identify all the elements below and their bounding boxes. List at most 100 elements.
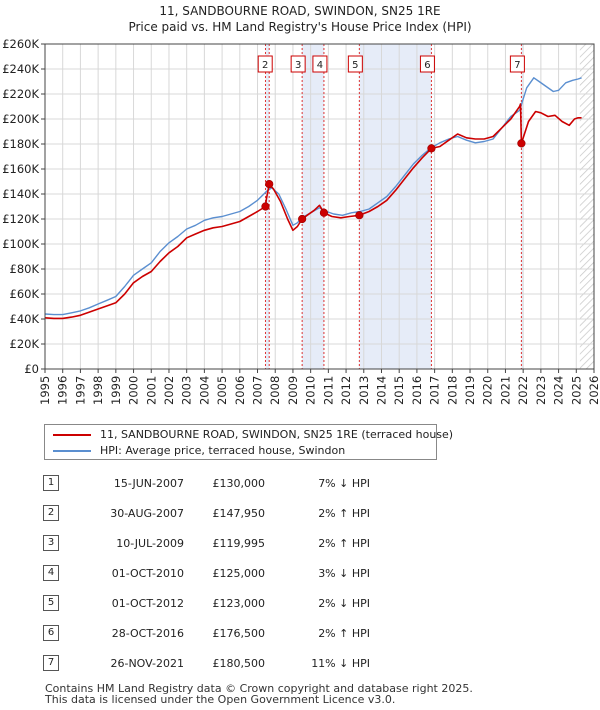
sale-price: £123,000 (212, 597, 266, 610)
sale-number: 5 (43, 595, 59, 611)
x-tick-label: 2021 (498, 376, 512, 405)
sale-date: 10-JUL-2009 (116, 537, 184, 550)
y-tick-label: £240K (2, 62, 39, 76)
sale-date: 15-JUN-2007 (113, 477, 184, 490)
x-tick-label: 2009 (286, 376, 300, 405)
sale-price: £125,000 (212, 567, 266, 580)
sales-row: 2 30-AUG-2007 £147,950 2% ↑ HPI (0, 504, 600, 524)
shaded-period-2 (302, 44, 324, 369)
chart-label-3: 3 (295, 60, 301, 71)
sale-date: 26-NOV-2021 (110, 657, 184, 670)
y-tick-label: £140K (2, 187, 39, 201)
footer-licence: This data is licensed under the Open Gov… (45, 693, 396, 706)
chart-title-line1: 11, SANDBOURNE ROAD, SWINDON, SN25 1RE (159, 4, 441, 18)
chart-label-5: 5 (352, 60, 358, 71)
property-price-line (44, 103, 582, 320)
chart-label-box-7 (509, 55, 525, 73)
sale-hpi-change: 2% ↑ HPI (318, 507, 370, 520)
x-tick-label: 2019 (463, 376, 477, 405)
y-tick-label: £80K (10, 262, 40, 276)
sale-number: 7 (43, 655, 59, 671)
sales-row: 4 01-OCT-2010 £125,000 3% ↓ HPI (0, 564, 600, 584)
x-tick-label: 1998 (91, 376, 105, 405)
x-tick-label: 2015 (392, 376, 406, 405)
x-tick-label: 2011 (321, 376, 335, 405)
legend-line-hpi (53, 450, 91, 452)
x-tick-label: 2016 (410, 376, 424, 405)
y-tick-label: £60K (10, 287, 40, 301)
sales-row: 5 01-OCT-2012 £123,000 2% ↓ HPI (0, 594, 600, 614)
chart-title-line2: Price paid vs. HM Land Registry's House … (128, 20, 472, 34)
chart-label-7: 7 (514, 60, 520, 71)
chart-label-box-2 (257, 55, 273, 73)
legend-label-hpi: HPI: Average price, terraced house, Swin… (100, 444, 346, 457)
sale-date: 01-OCT-2012 (111, 597, 184, 610)
x-tick-label: 2002 (162, 376, 176, 405)
x-tick-label: 2001 (144, 376, 158, 405)
chart-label-box-5 (347, 55, 363, 73)
y-tick-label: £160K (2, 162, 39, 176)
x-tick-label: 2013 (357, 376, 371, 405)
shaded-period-3 (359, 44, 432, 369)
x-tick-label: 2024 (552, 376, 566, 405)
sales-row: 3 10-JUL-2009 £119,995 2% ↑ HPI (0, 534, 600, 554)
sale-number: 3 (43, 535, 59, 551)
sale-number: 1 (43, 475, 59, 491)
sale-number: 6 (43, 625, 59, 641)
sale-number: 2 (43, 505, 59, 521)
x-tick-label: 1995 (38, 376, 52, 405)
y-tick-label: £220K (2, 87, 39, 101)
x-tick-label: 2022 (516, 376, 530, 405)
sales-row: 1 15-JUN-2007 £130,000 7% ↓ HPI (0, 474, 600, 494)
sales-row: 7 26-NOV-2021 £180,500 11% ↓ HPI (0, 654, 600, 674)
x-tick-label: 2017 (428, 376, 442, 405)
sale-price: £147,950 (212, 507, 266, 520)
sale-date: 01-OCT-2010 (111, 567, 184, 580)
sale-point-2 (265, 179, 274, 189)
x-tick-label: 1999 (109, 376, 123, 405)
sale-price: £130,000 (212, 477, 266, 490)
chart-label-6: 6 (424, 60, 430, 71)
sale-date: 30-AUG-2007 (110, 507, 184, 520)
sales-row: 6 28-OCT-2016 £176,500 2% ↑ HPI (0, 624, 600, 644)
x-tick-label: 2003 (180, 376, 194, 405)
y-tick-label: £40K (10, 312, 40, 326)
x-tick-label: 2018 (445, 376, 459, 405)
x-tick-label: 2000 (127, 376, 141, 405)
sale-price: £119,995 (212, 537, 266, 550)
x-tick-label: 1996 (56, 376, 70, 405)
y-tick-label: £0 (24, 362, 39, 376)
x-tick-label: 2025 (569, 376, 583, 405)
sale-point-4 (319, 208, 329, 217)
legend-label-property: 11, SANDBOURNE ROAD, SWINDON, SN25 1RE (… (100, 428, 454, 441)
sale-price: £180,500 (212, 657, 266, 670)
x-tick-label: 2026 (587, 376, 600, 405)
sale-point-6 (427, 144, 436, 153)
x-tick-label: 2010 (304, 376, 318, 405)
x-tick-label: 2012 (339, 376, 353, 405)
x-tick-label: 2020 (481, 376, 495, 405)
chart-label-2: 2 (262, 60, 268, 71)
y-tick-label: £120K (2, 212, 39, 226)
x-tick-label: 2006 (233, 376, 247, 405)
chart-label-box-3 (290, 55, 306, 73)
sale-hpi-change: 2% ↑ HPI (318, 627, 370, 640)
x-tick-label: 2007 (251, 376, 265, 405)
shaded-period-4 (521, 44, 524, 369)
sale-hpi-change: 3% ↓ HPI (318, 567, 370, 580)
chart-label-box-6 (419, 55, 435, 73)
y-tick-label: £100K (2, 237, 39, 251)
hpi-line (44, 77, 582, 316)
hatched-region (579, 44, 594, 369)
sale-date: 28-OCT-2016 (111, 627, 184, 640)
legend: 11, SANDBOURNE ROAD, SWINDON, SN25 1RE (… (44, 424, 453, 460)
y-tick-label: £260K (2, 37, 39, 51)
y-tick-label: £180K (2, 137, 39, 151)
x-tick-label: 2005 (215, 376, 229, 405)
y-tick-label: £200K (2, 112, 39, 126)
sale-hpi-change: 7% ↓ HPI (318, 477, 370, 490)
sale-point-1 (261, 202, 270, 211)
chart-label-4: 4 (317, 60, 323, 71)
price-chart: 2 3 4 5 6 7 £0 £20K £40K £60K £80K £100K £120K £140K… (2, 37, 600, 405)
chart-label-box-4 (312, 55, 328, 73)
